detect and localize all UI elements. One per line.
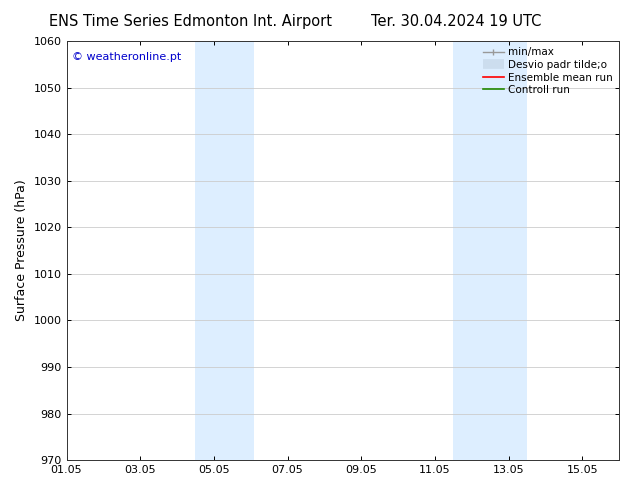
Bar [453,41,527,460]
Legend: min/max, Desvio padr tilde;o, Ensemble mean run, Controll run: min/max, Desvio padr tilde;o, Ensemble m… [480,44,616,98]
Text: ENS Time Series Edmonton Int. Airport: ENS Time Series Edmonton Int. Airport [49,14,332,29]
Y-axis label: Surface Pressure (hPa): Surface Pressure (hPa) [15,180,28,321]
Text: © weatheronline.pt: © weatheronline.pt [72,51,181,62]
Text: Ter. 30.04.2024 19 UTC: Ter. 30.04.2024 19 UTC [372,14,541,29]
Bar [195,41,254,460]
